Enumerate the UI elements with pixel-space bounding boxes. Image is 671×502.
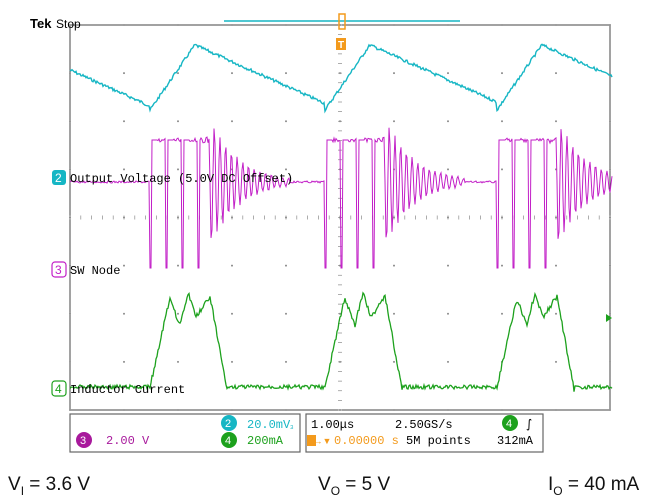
condition-io: IO = 40 mA <box>548 474 640 498</box>
sw-node-label: SW Node <box>70 264 120 278</box>
svg-text:4: 4 <box>55 382 62 396</box>
output-voltage-label: Output Voltage (5.0V DC Offset) <box>70 172 293 186</box>
trigger-slope-icon: ∫ <box>526 417 532 431</box>
ch4-ground-marker[interactable]: 4 <box>51 380 67 397</box>
trigger-level-arrow-icon[interactable] <box>606 314 612 322</box>
ch4-readout-badge[interactable] <box>221 432 237 448</box>
trigger-position-marker[interactable]: T <box>336 13 346 51</box>
svg-text:4: 4 <box>225 435 231 447</box>
ch2-readout-badge[interactable] <box>221 415 237 431</box>
brand-tek: Tek <box>30 16 52 31</box>
svg-text:4: 4 <box>506 418 512 430</box>
svg-text:2: 2 <box>225 418 231 430</box>
svg-text:IO = 40 mA: IO = 40 mA <box>548 474 640 498</box>
sw-node-trace <box>69 127 613 269</box>
ch4-scale: 200mA <box>247 434 284 448</box>
inductor-current-trace <box>69 291 613 392</box>
trigger-pos-icon <box>307 435 316 446</box>
svg-text:VI = 3.6 V: VI = 3.6 V <box>8 474 90 498</box>
trigger-source-badge[interactable] <box>502 415 518 431</box>
ch2-ground-marker[interactable]: 2 <box>52 170 66 185</box>
time-per-div: 1.00μs <box>311 418 354 432</box>
grid-dots <box>69 24 611 411</box>
sample-rate: 2.50GS/s <box>395 418 453 432</box>
ch3-scale: 2.00 V <box>106 434 150 448</box>
ch2-bw-limit-icon: ₃ <box>290 420 294 430</box>
svg-text:3: 3 <box>55 263 62 277</box>
condition-vo: VO = 5 V <box>318 474 391 498</box>
ch3-ground-marker[interactable]: 3 <box>51 261 67 278</box>
svg-text:VO = 5 V: VO = 5 V <box>318 474 391 498</box>
acq-state: Stop <box>56 17 81 31</box>
svg-text:2: 2 <box>55 171 62 185</box>
ch2-scale: 20.0mV <box>247 418 291 432</box>
svg-text:3: 3 <box>80 435 86 447</box>
record-length: 5M points <box>406 434 471 448</box>
ch3-readout-badge[interactable] <box>76 432 92 448</box>
graticule <box>69 24 611 411</box>
condition-vi: VI = 3.6 V <box>8 474 90 498</box>
horizontal-position: 0.00000 s <box>334 434 399 448</box>
svg-text:T→▼: T→▼ <box>308 436 331 446</box>
trigger-t-label: T <box>338 40 344 51</box>
output-voltage-trace <box>69 43 613 114</box>
readout-panel: 2 20.0mV ₃ 3 2.00 V 4 200mA 1.00μs 2.50G… <box>69 413 544 453</box>
inductor-current-label: Inductor Current <box>70 383 185 397</box>
trigger-level: 312mA <box>497 434 534 448</box>
